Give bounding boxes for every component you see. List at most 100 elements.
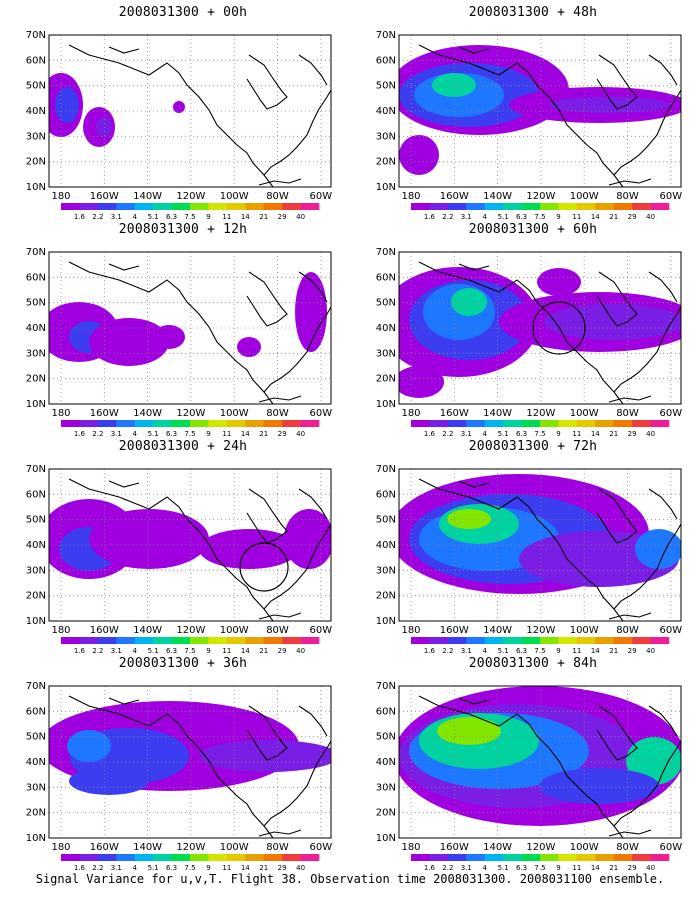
lon-label: 80W	[266, 842, 289, 853]
colorbar-tick: 29	[628, 430, 637, 438]
colorbar-tick: 9	[206, 430, 210, 438]
colorbar-tick: 6.3	[516, 430, 527, 438]
colorbar-tick: 21	[259, 430, 268, 438]
lat-label: 70N	[26, 681, 46, 692]
lat-label: 30N	[376, 348, 396, 359]
coastline	[648, 705, 678, 737]
colorbar-tick: 5.1	[148, 864, 159, 872]
colorbar-swatch	[650, 203, 670, 210]
map-plot: 70N 60N 50N 40N 30N 20N 10N 180 160W 140W 120W 100W…	[376, 464, 682, 655]
lon-label: 140W	[483, 408, 512, 419]
colorbar-tick: 6.3	[166, 213, 177, 221]
lon-label: 100W	[220, 408, 249, 419]
colorbar-tick: 40	[296, 213, 305, 221]
variance-contour	[89, 318, 169, 366]
colorbar-swatch	[97, 203, 117, 210]
colorbar-swatch	[484, 637, 504, 644]
lat-label: 50N	[376, 81, 396, 92]
colorbar-tick: 3.1	[111, 213, 122, 221]
lon-label: 160W	[440, 408, 469, 419]
variance-contour	[635, 529, 681, 569]
colorbar-tick: 3.1	[111, 430, 122, 438]
colorbar-swatch	[61, 854, 80, 861]
colorbar-swatch	[61, 203, 80, 210]
panel-title: 2008031300 + 36h	[118, 656, 248, 671]
colorbar-swatch	[484, 854, 504, 861]
coastline	[258, 612, 302, 620]
lon-label: 140W	[133, 842, 162, 853]
panel-title: 2008031300 + 12h	[118, 222, 248, 237]
lat-label: 30N	[26, 782, 46, 793]
colorbar-swatch	[171, 854, 191, 861]
lat-label: 50N	[26, 298, 46, 309]
lon-label: 100W	[570, 625, 599, 636]
colorbar-tick: 14	[591, 213, 600, 221]
variance-contour	[199, 740, 331, 772]
colorbar-tick: 6.3	[166, 864, 177, 872]
colorbar-swatch	[263, 854, 283, 861]
lon-label: 140W	[133, 625, 162, 636]
colorbar-tick: 4	[132, 213, 137, 221]
colorbar-tick: 4	[482, 864, 487, 872]
lat-label: 40N	[376, 106, 396, 117]
colorbar-tick: 1.6	[74, 430, 86, 438]
coastline	[68, 261, 274, 404]
colorbar-swatch	[263, 420, 283, 427]
lon-label: 160W	[440, 191, 469, 202]
colorbar-tick: 4	[132, 647, 137, 655]
colorbar-swatch	[466, 854, 486, 861]
lon-label: 100W	[220, 842, 249, 853]
colorbar-tick: 1.6	[424, 430, 436, 438]
colorbar-swatch	[466, 637, 486, 644]
lat-label: 50N	[26, 515, 46, 526]
lat-label: 50N	[26, 81, 46, 92]
coastline	[613, 306, 681, 393]
colorbar-tick: 14	[591, 647, 600, 655]
colorbar-swatch	[613, 420, 633, 427]
variance-contour	[399, 135, 439, 175]
colorbar-tick: 29	[278, 430, 287, 438]
colorbar-tick: 14	[241, 647, 250, 655]
coastline	[246, 54, 288, 110]
colorbar-tick: 2.2	[442, 864, 453, 872]
colorbar-swatch	[558, 420, 578, 427]
colorbar-tick: 21	[259, 213, 268, 221]
coastline	[608, 395, 652, 403]
coastline	[458, 46, 490, 54]
colorbar-tick: 3.1	[461, 430, 472, 438]
coastline	[458, 697, 490, 705]
colorbar-tick: 21	[609, 864, 618, 872]
colorbar-tick: 21	[259, 864, 268, 872]
colorbar-swatch	[190, 203, 209, 210]
colorbar-swatch	[116, 854, 136, 861]
lon-label: 140W	[483, 842, 512, 853]
colorbar-tick: 11	[572, 864, 581, 872]
colorbar-tick: 5.1	[498, 647, 509, 655]
coastline	[298, 54, 328, 86]
colorbar-tick: 1.6	[424, 213, 436, 221]
lon-label: 140W	[133, 408, 162, 419]
highlight-circle	[532, 301, 586, 355]
variance-contour	[539, 768, 659, 804]
colorbar-swatch	[503, 854, 522, 861]
lon-label: 60W	[309, 842, 332, 853]
lon-label: 60W	[659, 191, 682, 202]
colorbar-tick: 5.1	[148, 647, 159, 655]
colorbar-swatch	[447, 420, 467, 427]
variance-contour	[549, 97, 669, 113]
variance-contour	[451, 288, 487, 316]
lon-label: 80W	[616, 408, 639, 419]
map-panel-12h: 2008031300 + 12h 70N 60N 50N 40N 30N 20N 10N 180…	[18, 222, 348, 438]
coastline	[648, 488, 678, 520]
lon-label: 120W	[526, 408, 555, 419]
lon-label: 140W	[133, 191, 162, 202]
colorbar-swatch	[650, 854, 670, 861]
colorbar-swatch	[171, 203, 191, 210]
colorbar-swatch	[411, 203, 430, 210]
colorbar-swatch	[171, 420, 191, 427]
colorbar-tick: 29	[278, 647, 287, 655]
colorbar-tick: 40	[646, 430, 655, 438]
colorbar-swatch	[503, 420, 522, 427]
colorbar-tick: 4	[482, 430, 487, 438]
lat-label: 20N	[26, 808, 46, 819]
